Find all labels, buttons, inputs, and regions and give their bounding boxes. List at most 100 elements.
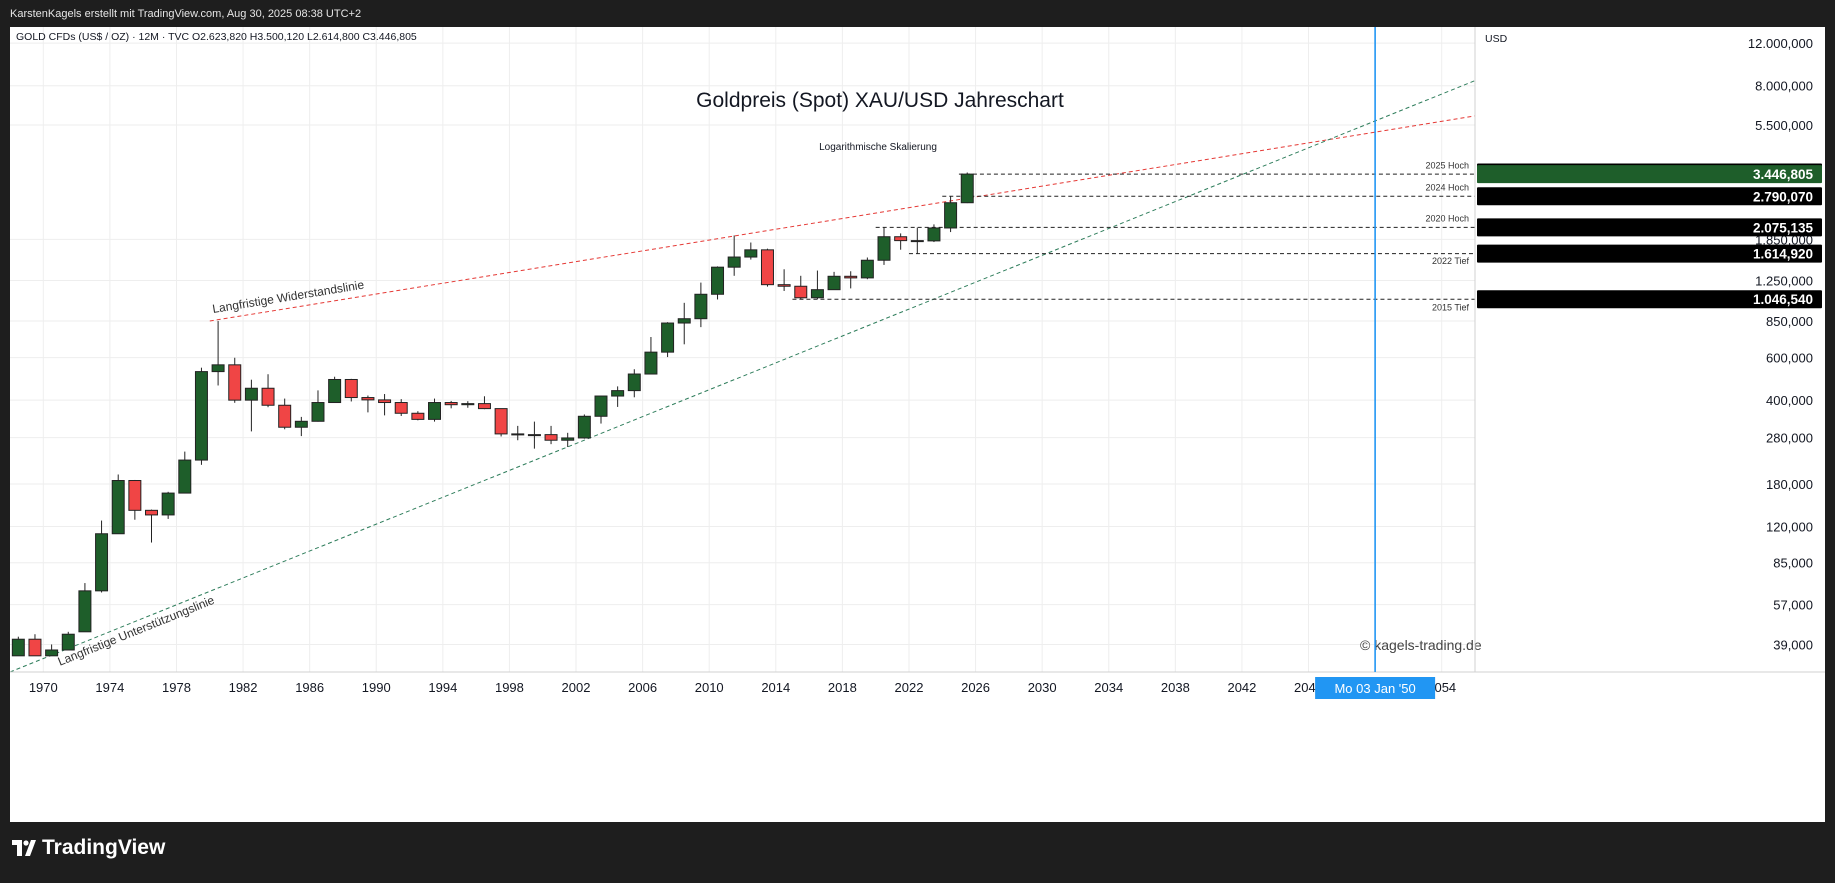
candle-body [211,364,225,373]
candle-body [145,509,158,516]
x-tick-label: 2030 [1028,680,1057,695]
watermark: © kagels-trading.de [1360,637,1482,653]
crosshair: Mo 03 Jan '50 [1315,27,1436,699]
x-tick-label: 1986 [295,680,324,695]
candle-body [827,275,841,291]
price-tag-bg [1477,165,1822,184]
x-tick-label: 1998 [495,680,524,695]
candle-body [677,318,691,324]
candle-body [378,399,392,404]
y-tick-label: 85,000 [1773,556,1813,571]
candle-body [411,412,425,420]
level-label: 2022 Tief [1432,256,1470,266]
candle-body [428,402,442,420]
x-tick-label: 2010 [695,680,724,695]
candle-body [328,378,342,404]
tradingview-logo[interactable]: TradingView [12,836,165,860]
candle-body [661,322,675,353]
candle-body [311,402,325,422]
x-tick-label: 2026 [961,680,990,695]
candle-body [294,420,308,428]
candles [11,172,974,657]
level-label: 2020 Hoch [1425,214,1469,224]
candle-body [960,173,974,204]
candle-body [860,259,874,279]
candle-body [777,284,791,287]
axes: USD 12.000,0008.000,0005.500,0001.850,000… [10,27,1825,695]
x-tick-label: 1970 [29,680,58,695]
candle-body [644,351,658,375]
crosshair-tag-label: Mo 03 Jan '50 [1334,681,1415,696]
x-tick-label: 2002 [562,680,591,695]
y-tick-label: 600,000 [1766,351,1813,366]
y-tick-label: 180,000 [1766,477,1813,492]
candle-body [577,415,591,439]
candle-body [111,480,125,535]
y-tick-label: 39,000 [1773,637,1813,652]
candle-body [278,404,292,428]
candle-body [394,402,408,414]
price-tag: 2.790,070 [1477,187,1822,206]
candle-body [794,285,808,299]
currency-label: USD [1485,33,1508,45]
grid [10,27,1475,672]
candle-body [161,492,175,516]
top-bar: KarstenKagels erstellt mit TradingView.c… [0,0,1835,27]
trendlines [10,80,1475,672]
author-credit: KarstenKagels erstellt mit TradingView.c… [10,8,362,20]
candle-body [178,459,192,494]
x-tick-label: 1974 [95,680,124,695]
candle-body [511,433,525,436]
chart-title: Goldpreis (Spot) XAU/USD Jahreschart [696,89,1064,112]
candle-body [561,437,575,441]
y-tick-label: 120,000 [1766,520,1813,535]
price-tag: 3.446,805 [1477,165,1822,184]
chart-subtitle: Logarithmische Skalierung [819,142,937,153]
candle-body [627,373,641,392]
price-tag-label: 3.446,805 [1753,167,1814,182]
candle-body [910,240,924,243]
price-tag: 1.614,920 [1477,244,1822,263]
price-tag-label: 1.614,920 [1753,247,1813,262]
candle-body [711,266,725,295]
price-tag-label: 1.046,540 [1753,292,1813,307]
y-tick-label: 1.250,000 [1755,274,1813,289]
price-tag-label: 2.075,135 [1753,220,1814,235]
candle-body [527,434,541,437]
candle-body [28,638,42,657]
resistance-label: Langfristige Widerstandslinie [211,278,365,316]
x-tick-label: 2042 [1227,680,1256,695]
y-tick-label: 57,000 [1773,598,1813,613]
candle-body [361,397,375,401]
chart-canvas[interactable]: Langfristige WiderstandslinieLangfristig… [10,27,1825,822]
candle-body [544,434,558,441]
level-label: 2024 Hoch [1425,183,1469,193]
x-tick-label: 2014 [761,680,790,695]
x-tick-label: 2034 [1094,680,1123,695]
y-tick-label: 5.500,000 [1755,118,1813,133]
symbol-legend: GOLD CFDs (US$ / OZ) · 12M · TVC O2.623,… [16,31,417,43]
trendline [10,80,1475,672]
candle-body [95,533,109,592]
candle-body [810,289,824,299]
candle-body [694,293,708,320]
candle-body [461,403,475,406]
x-tick-label: 1982 [229,680,258,695]
candle-body [760,249,774,286]
candle-body [477,403,491,410]
candle-body [444,402,458,406]
crosshair-tag-bg [1315,677,1436,699]
candle-body [194,371,208,461]
candle-body [244,387,258,401]
level-label: 2015 Tief [1432,303,1470,313]
annotations: Langfristige WiderstandslinieLangfristig… [16,31,1482,669]
price-tag-bg [1477,187,1822,206]
price-tag-bg [1477,290,1822,309]
y-tick-label: 280,000 [1766,431,1813,446]
tradingview-brand: TradingView [42,836,166,859]
candle-body [844,275,858,279]
chart-frame[interactable]: Langfristige Widerstandslinie Langfristig… [10,27,1825,822]
trendline [209,115,1475,322]
candle-body [61,633,75,651]
price-tag-bg [1477,244,1822,263]
